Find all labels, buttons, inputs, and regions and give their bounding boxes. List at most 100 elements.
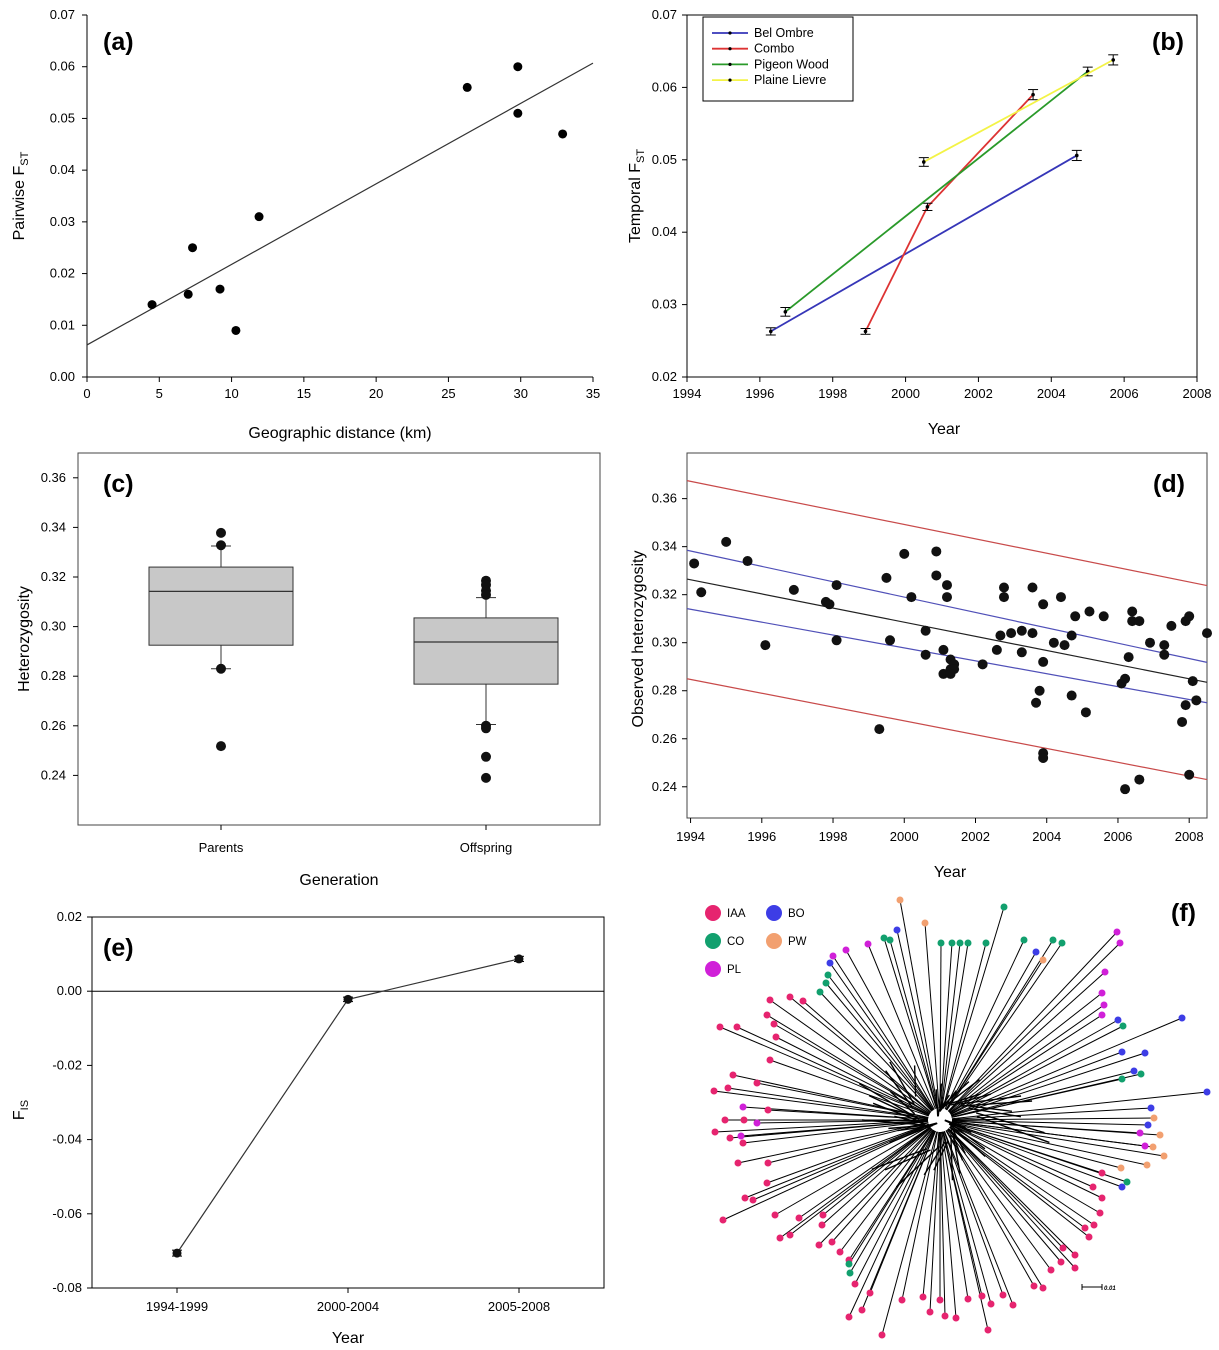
- tip-branch: [944, 939, 1025, 1110]
- tip-branch: [922, 1131, 940, 1298]
- tip-branch: [942, 942, 987, 1109]
- tip-branch: [766, 1014, 931, 1115]
- x-axis-title: Generation: [299, 872, 378, 889]
- tip-node: [1141, 1142, 1149, 1150]
- y-axis-title: Pairwise FST: [11, 151, 31, 240]
- tip-node: [1118, 1075, 1126, 1083]
- data-point: [899, 548, 910, 559]
- tip-branch: [945, 1129, 1044, 1289]
- tip-branch: [867, 943, 936, 1110]
- tip-branch: [719, 1026, 930, 1116]
- tip-branch: [941, 942, 969, 1109]
- data-point: [231, 325, 241, 335]
- data-point: [689, 558, 700, 569]
- internal-branch: [895, 1145, 940, 1188]
- tree-branches: [713, 899, 1208, 1336]
- legend-swatch: [705, 905, 721, 921]
- tip-node: [836, 1248, 844, 1256]
- y-tick-label: 0.26: [652, 731, 677, 746]
- tip-branch: [769, 999, 931, 1114]
- plot-frame: [686, 452, 1208, 819]
- tip-node: [1116, 939, 1124, 947]
- y-tick-label: -0.02: [52, 1057, 82, 1072]
- regression-line: [86, 62, 594, 346]
- internal-branch: [889, 1061, 915, 1105]
- tip-branch: [773, 1023, 930, 1115]
- outlier-point: [216, 527, 226, 538]
- tip-branch: [951, 1078, 1123, 1118]
- data-point: [1006, 628, 1017, 639]
- data-point: [831, 635, 842, 646]
- tip-branch: [942, 1131, 992, 1305]
- tip-node: [858, 1306, 866, 1314]
- tip-node: [1130, 1067, 1138, 1075]
- data-point: [558, 129, 568, 139]
- data-point: [931, 570, 942, 581]
- tip-node: [1030, 1282, 1038, 1290]
- outlier-point: [216, 741, 226, 752]
- tip-branch: [831, 1128, 933, 1243]
- legend-swatch: [705, 961, 721, 977]
- y-tick-label: 0.30: [652, 635, 677, 650]
- x-tick-label: 15: [297, 386, 311, 401]
- tip-branch: [949, 992, 1103, 1113]
- tip-branch: [951, 1051, 1123, 1117]
- data-point: [1074, 153, 1079, 158]
- y-tick-label: 0.24: [41, 767, 66, 782]
- x-axis-title: Geographic distance (km): [248, 425, 431, 442]
- tip-node: [772, 1033, 780, 1041]
- tip-branch: [789, 1126, 931, 1236]
- legend-box: [702, 16, 854, 102]
- data-point: [1031, 92, 1035, 97]
- tip-branch: [924, 922, 940, 1109]
- data-point: [920, 649, 931, 660]
- tip-node: [1049, 936, 1057, 944]
- scale-bar-label: 0.01: [1104, 1286, 1116, 1292]
- legend-marker: [728, 47, 732, 51]
- data-point: [788, 584, 799, 595]
- series-line: [864, 94, 1034, 332]
- x-tick-label: 2006: [1110, 386, 1139, 401]
- tip-branch: [798, 1126, 931, 1219]
- x-tick-label: 1994: [676, 829, 705, 844]
- tip-branch: [948, 1128, 1076, 1256]
- data-point: [514, 954, 524, 964]
- panel-c: 0.24 0.26 0.28 0.30 0.32 0.34 0.36 Parents Offsp…: [16, 452, 601, 889]
- tip-branch: [948, 971, 1106, 1113]
- tip-branch: [881, 1131, 938, 1336]
- data-point: [1159, 649, 1170, 660]
- tip-branch: [818, 1128, 933, 1246]
- x-tick-label: 1994: [673, 386, 702, 401]
- y-axis-title-subscript: ST: [635, 149, 647, 163]
- y-tick-label: 0.34: [652, 539, 677, 554]
- data-point: [783, 310, 788, 314]
- tip-branch: [854, 1130, 935, 1285]
- tip-node: [864, 940, 872, 948]
- data-point: [881, 572, 892, 583]
- tip-branch: [947, 931, 1118, 1112]
- tip-branch: [945, 1130, 1035, 1287]
- data-point: [721, 536, 732, 547]
- data-point: [1202, 628, 1212, 639]
- tip-node: [737, 1132, 745, 1140]
- x-tick-label: 2000: [891, 386, 920, 401]
- legend-marker: [728, 31, 732, 35]
- tip-branch: [821, 1127, 932, 1226]
- data-point: [938, 644, 949, 655]
- data-point: [863, 329, 868, 334]
- tip-node: [729, 1071, 737, 1079]
- tip-node: [749, 1196, 757, 1204]
- tip-branch: [951, 1122, 1148, 1166]
- tip-branch: [825, 982, 933, 1112]
- tip-branch: [951, 1070, 1135, 1118]
- tip-branch: [951, 1117, 1155, 1121]
- tip-node: [741, 1194, 749, 1202]
- tip-branch: [736, 1026, 930, 1116]
- x-tick-label: 1994-1999: [146, 1299, 208, 1314]
- tip-branch: [942, 906, 1005, 1109]
- tip-branch: [752, 1124, 930, 1201]
- tip-node: [1113, 928, 1121, 936]
- tip-node: [816, 988, 824, 996]
- band-line: [686, 678, 1208, 781]
- y-tick-label: 0.00: [50, 369, 75, 384]
